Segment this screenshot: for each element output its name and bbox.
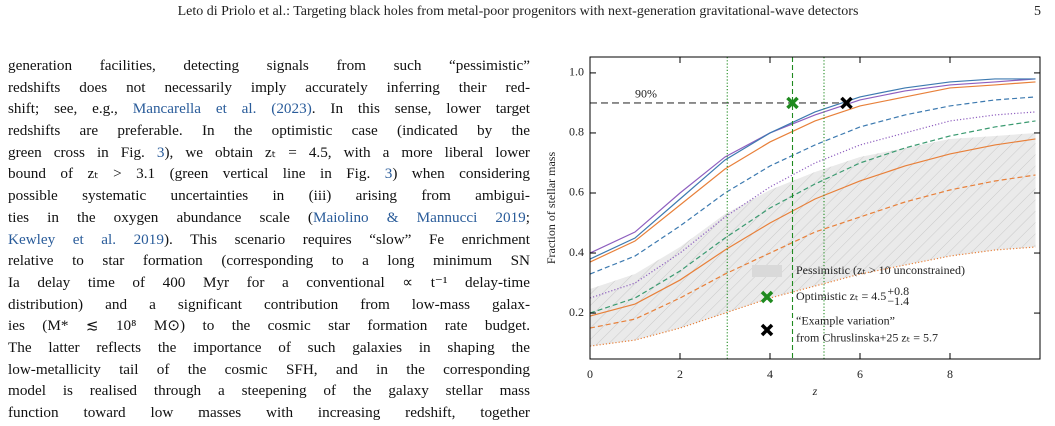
text-span: bound of zₜ > 3.1 (green vertical line i… bbox=[8, 165, 385, 183]
y-axis-label: Fraction of stellar mass bbox=[544, 152, 558, 265]
legend-swatch bbox=[752, 265, 782, 277]
text-span: ; bbox=[525, 208, 531, 226]
text-line: redshifts are preferable. In the optimis… bbox=[8, 120, 530, 142]
citation-link[interactable]: 3 bbox=[384, 165, 393, 183]
text-line: green cross in Fig. 3), we obtain zₜ = 4… bbox=[8, 142, 530, 164]
text-line: ties in the oxygen abundance scale (Maio… bbox=[8, 207, 530, 229]
legend-error: −1.4 bbox=[887, 294, 909, 308]
text-span: . In this sense, lower target bbox=[311, 100, 531, 118]
text-span: generation facilities, detecting signals… bbox=[8, 57, 530, 74]
header: Leto di Priolo et al.: Targeting black h… bbox=[0, 4, 1055, 24]
legend-label: “Example variation” bbox=[796, 313, 895, 327]
cross-stroke bbox=[760, 290, 774, 304]
text-span: ), we obtain zₜ = 4.5, with a more liber… bbox=[164, 143, 530, 161]
legend-error: +0.8 bbox=[887, 284, 909, 298]
page-number: 5 bbox=[1034, 4, 1041, 19]
x-tick-label: 0 bbox=[587, 367, 593, 381]
body-text: generation facilities, detecting signals… bbox=[8, 55, 530, 424]
y-tick-label: 0.6 bbox=[569, 185, 584, 199]
citation-link[interactable]: Mancarella et al. (2023) bbox=[132, 100, 312, 118]
cross-stroke bbox=[760, 323, 774, 337]
text-span: The latter reflects the importance of su… bbox=[8, 338, 530, 356]
text-line: ies (M* ≲ 10⁸ M⊙) to the cosmic star for… bbox=[8, 315, 530, 337]
data-line bbox=[589, 96, 1036, 275]
cross-marker bbox=[786, 96, 799, 110]
text-line: distribution) and a significant contribu… bbox=[8, 294, 530, 316]
x-tick-label: 8 bbox=[947, 367, 953, 381]
y-tick-label: 0.4 bbox=[569, 245, 584, 259]
text-span: redshifts does not necessarily imply acc… bbox=[8, 78, 530, 96]
text-line: Kewley et al. 2019). This scenario requi… bbox=[8, 229, 530, 251]
cross-stroke bbox=[786, 96, 799, 110]
text-span: ) when considering bbox=[392, 165, 530, 183]
citation-link[interactable]: Maiolino & Mannucci 2019 bbox=[312, 208, 526, 226]
legend-label: Pessimistic (zₜ > 10 unconstrained) bbox=[796, 263, 965, 277]
text-span: ties in the oxygen abundance scale ( bbox=[8, 208, 313, 226]
text-line: generation facilities, detecting signals… bbox=[8, 55, 530, 77]
text-line: possible systematic uncertainties in (ii… bbox=[8, 185, 530, 207]
legend-label: Optimistic zₜ = 4.5 bbox=[796, 289, 886, 303]
text-line: low-metallicity tail of the cosmic SFH, … bbox=[8, 359, 530, 381]
text-span: function toward low masses with increasi… bbox=[8, 404, 530, 421]
y-tick-label: 0.8 bbox=[569, 125, 584, 139]
text-span: green cross in Fig. bbox=[8, 143, 157, 161]
y-tick-label: 1.0 bbox=[569, 65, 584, 79]
plot-frame bbox=[589, 56, 1041, 360]
running-title: Leto di Priolo et al.: Targeting black h… bbox=[177, 4, 859, 19]
x-tick-label: 2 bbox=[677, 367, 683, 381]
x-axis-label: z bbox=[812, 384, 818, 398]
data-line bbox=[589, 81, 1036, 263]
hline-label: 90% bbox=[635, 87, 657, 101]
data-line bbox=[589, 138, 1036, 317]
text-span: distribution) and a significant contribu… bbox=[8, 295, 530, 313]
text-line: function toward low masses with increasi… bbox=[8, 402, 530, 424]
legend-label: from Chruslinska+25 zₜ = 5.7 bbox=[796, 330, 938, 344]
data-line bbox=[589, 174, 1036, 329]
data-line bbox=[589, 78, 1036, 260]
text-span: ies (M* ≲ 10⁸ M⊙) to the cosmic star for… bbox=[8, 317, 530, 335]
data-line bbox=[589, 78, 1036, 254]
text-span: model is realised through a steepening o… bbox=[8, 382, 530, 400]
shaded-hatch bbox=[590, 132, 1036, 347]
text-line: shift; see, e.g., Mancarella et al. (202… bbox=[8, 98, 530, 120]
text-span: relative to star formation (correspondin… bbox=[8, 252, 530, 270]
data-line bbox=[589, 120, 1036, 314]
text-span: shift; see, e.g., bbox=[8, 100, 133, 118]
x-tick-label: 6 bbox=[857, 367, 863, 381]
text-span: ). This scenario requires “slow” Fe enri… bbox=[163, 230, 530, 248]
cross-marker bbox=[840, 96, 853, 110]
y-tick-label: 0.2 bbox=[569, 305, 584, 319]
text-line: model is realised through a steepening o… bbox=[8, 380, 530, 402]
citation-link[interactable]: Kewley et al. 2019 bbox=[8, 230, 164, 248]
data-line bbox=[589, 111, 1036, 299]
text-line: The latter reflects the importance of su… bbox=[8, 337, 530, 359]
text-span: low-metallicity tail of the cosmic SFH, … bbox=[8, 360, 530, 378]
text-span: redshifts are preferable. In the optimis… bbox=[8, 122, 530, 140]
cross-marker bbox=[760, 290, 774, 304]
text-line: relative to star formation (correspondin… bbox=[8, 250, 530, 272]
figure: 90% 0 2 4 6 8 0.2 0.4 0.6 0.8 1.0 z Fraction of stel… bbox=[544, 56, 1041, 398]
cross-stroke bbox=[840, 96, 853, 110]
text-line: Ia delay time of 400 Myr for a conventio… bbox=[8, 272, 530, 294]
text-line: bound of zₜ > 3.1 (green vertical line i… bbox=[8, 163, 530, 185]
text-span: Ia delay time of 400 Myr for a conventio… bbox=[8, 273, 530, 291]
x-tick-label: 4 bbox=[767, 367, 773, 381]
cross-marker bbox=[760, 323, 774, 337]
text-line: redshifts does not necessarily imply acc… bbox=[8, 77, 530, 99]
citation-link[interactable]: 3 bbox=[156, 143, 165, 161]
text-span: possible systematic uncertainties in (ii… bbox=[8, 187, 530, 205]
